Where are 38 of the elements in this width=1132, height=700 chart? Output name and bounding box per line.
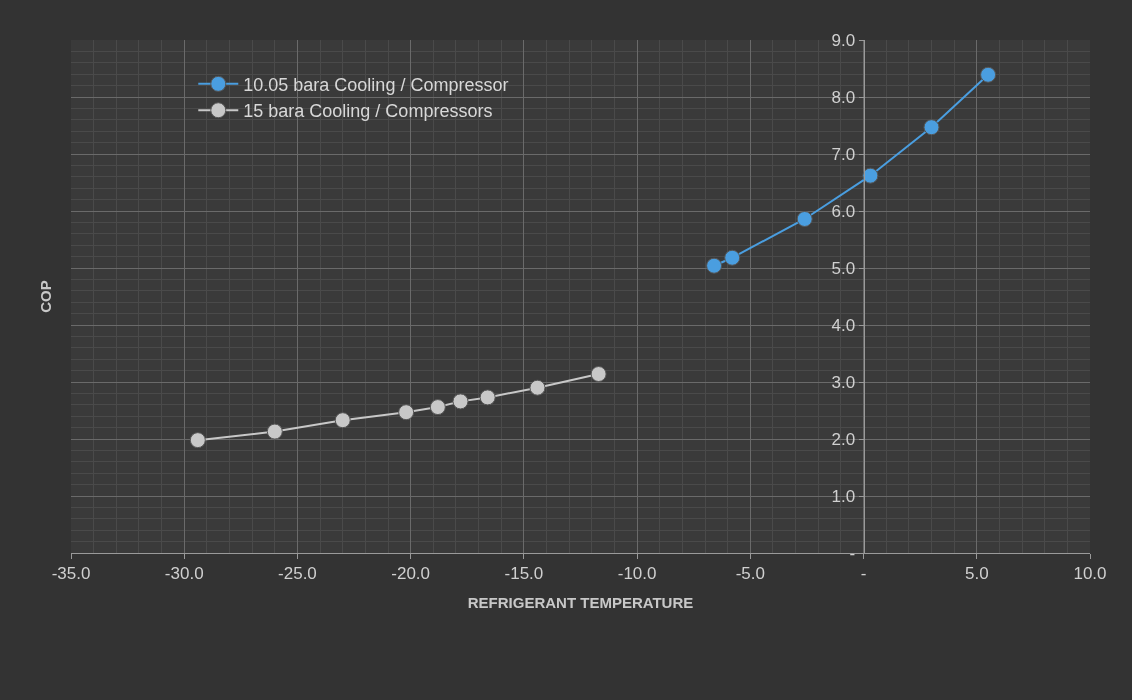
y-tick-label: 4.0: [831, 315, 856, 335]
y-tick-label: 6.0: [831, 201, 856, 221]
y-tick-label: 8.0: [831, 87, 856, 107]
point: [706, 257, 723, 274]
point: [724, 249, 741, 266]
point: [452, 393, 469, 410]
point: [529, 379, 546, 396]
x-tick-label: -20.0: [391, 564, 431, 584]
x-tick-label: -5.0: [735, 564, 765, 584]
point: [266, 423, 283, 440]
y-tick-label: 7.0: [831, 144, 856, 164]
point: [398, 404, 415, 421]
x-axis-title: REFRIGERANT TEMPERATURE: [467, 594, 694, 612]
y-tick-label: 2.0: [831, 429, 856, 449]
legend-label: 15 bara Cooling / Compressors: [243, 101, 493, 122]
x-tick-label: -10.0: [617, 564, 657, 584]
point: [590, 366, 607, 383]
point: [796, 210, 813, 227]
point: [980, 66, 997, 83]
point: [189, 432, 206, 449]
y-tick-label: 1.0: [831, 486, 856, 506]
x-tick-label: -15.0: [504, 564, 544, 584]
y-axis-title: COP: [36, 280, 54, 313]
x-tick-label: 5.0: [964, 564, 989, 584]
x-tick-label: 10.0: [1073, 564, 1107, 584]
y-tick-label: 5.0: [831, 258, 856, 278]
legend-label: 10.05 bara Cooling / Compressor: [243, 74, 509, 95]
x-tick-label: -35.0: [51, 564, 91, 584]
x-tick-label: -25.0: [278, 564, 317, 584]
y-tick-label: 3.0: [831, 372, 856, 392]
x-tick-label: -30.0: [164, 564, 204, 584]
point: [479, 389, 496, 406]
point: [429, 399, 446, 416]
point: [923, 119, 940, 136]
y-tick-label: 9.0: [831, 30, 856, 50]
y-tick-label: -: [849, 543, 856, 563]
point: [862, 167, 879, 184]
point: [334, 412, 351, 429]
